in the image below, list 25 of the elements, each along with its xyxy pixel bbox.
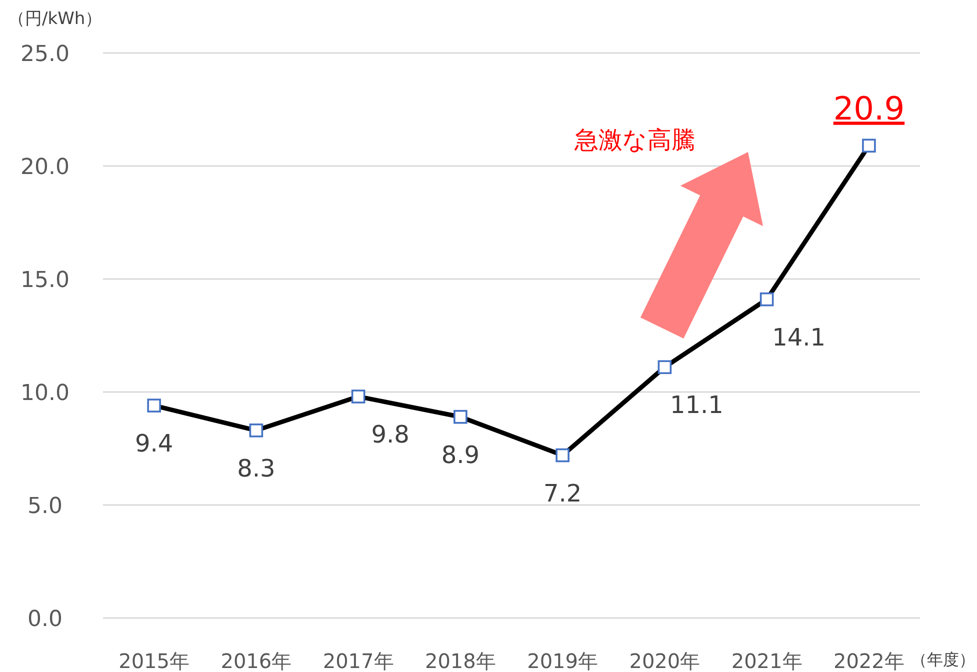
data-label: 11.1	[670, 391, 724, 420]
y-axis-title: （円/kWh）	[8, 9, 102, 29]
x-tick-label: 2018年	[424, 649, 496, 672]
y-tick-label: 0.0	[28, 607, 62, 632]
x-tick-label: 2016年	[220, 649, 292, 672]
y-tick-label: 5.0	[28, 494, 62, 519]
x-axis-title: （年度）	[911, 650, 975, 669]
data-label: 8.3	[237, 454, 276, 482]
x-tick-label: 2020年	[629, 649, 700, 672]
x-tick-label: 2017年	[322, 649, 394, 672]
x-tick-label: 2019年	[527, 649, 598, 672]
x-tick-label: 2021年	[731, 649, 802, 672]
annotation: 急激な高騰	[574, 126, 696, 154]
data-label: 9.8	[371, 420, 410, 449]
y-tick-label: 20.0	[20, 155, 70, 180]
data-label: 8.9	[441, 440, 480, 469]
x-tick-label: 2022年	[833, 649, 904, 672]
x-tick-label: 2015年	[118, 649, 190, 672]
y-tick-label: 10.0	[20, 381, 70, 406]
data-label: 20.9	[833, 90, 905, 128]
y-tick-label: 25.0	[20, 42, 70, 67]
data-label: 7.2	[543, 479, 582, 508]
data-label: 14.1	[772, 323, 826, 352]
y-tick-label: 15.0	[20, 268, 70, 293]
data-label: 9.4	[134, 430, 174, 458]
